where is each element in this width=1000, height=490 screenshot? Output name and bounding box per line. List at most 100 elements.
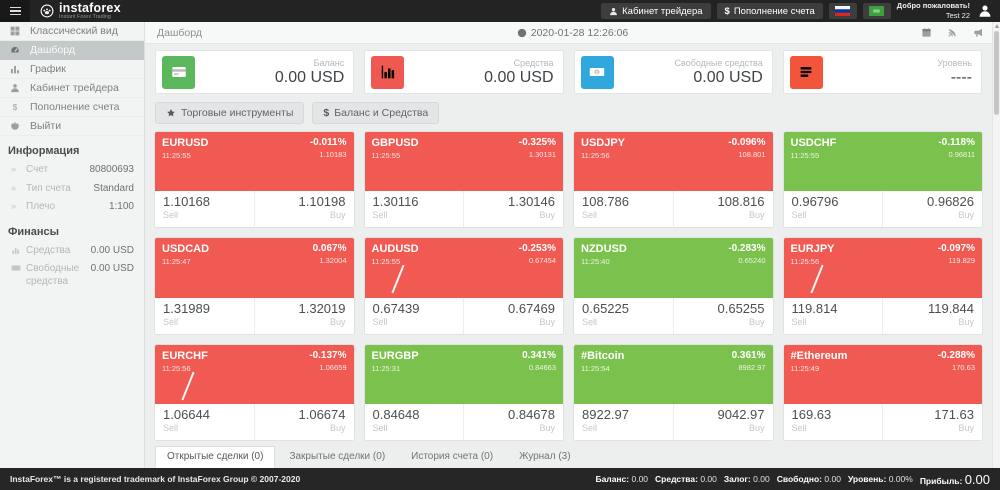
sidebar-item-logout[interactable]: Выйти [0,117,144,136]
star-icon [166,108,176,118]
tile-eurgbp[interactable]: EURGBP 11:25:31 0.341% 0.84663 0.84648 S… [364,344,563,440]
buy-label: Buy [539,316,555,327]
mid-price: 0.84663 [528,362,556,372]
mid-price: 1.32004 [319,256,347,266]
sell-price: 108.786 [582,194,629,210]
buy-label: Buy [329,423,346,433]
buy-label: Buy [748,316,765,327]
sell-label: Sell [582,423,598,433]
scrollbar-thumb[interactable] [994,31,999,115]
tile-quote-panel: #Ethereum 11:25:49 -0.288% 170.63 [783,344,982,404]
sell-price: 0.84648 [372,407,420,422]
buy-cell[interactable]: 0.84678 Buy [464,404,563,440]
tile-gbpusd[interactable]: GBPUSD 11:25:55 -0.325% 1.30131 1.30116 … [364,132,563,228]
info-label: Свободные средства [26,263,80,287]
tile-nzdusd[interactable]: NZDUSD 11:25:40 -0.283% 0.65240 0.65225 … [574,238,773,334]
trading-instruments-button[interactable]: Торговые инструменты [155,102,305,124]
tab-account-history[interactable]: История счета (0) [411,451,494,462]
sell-cell[interactable]: 0.84648 Sell [365,404,465,440]
tab-open-deals[interactable]: Открытые сделки (0) [155,446,276,468]
rss-icon[interactable] [947,27,958,38]
summary-card-level: Уровень ---- [782,50,982,94]
hamburger-menu-icon[interactable] [0,0,30,22]
buy-cell[interactable]: 171.63 Buy [883,404,982,440]
tab-journal[interactable]: Журнал (3) [519,451,571,462]
tile-usdjpy[interactable]: USDJPY 11:25:56 -0.096% 108.801 108.786 … [574,132,773,228]
buy-label: Buy [539,210,555,221]
sell-cell[interactable]: 0.96796 Sell [784,191,884,228]
tile-eurchf[interactable]: EURCHF 11:25:56 -0.137% 1.06659 1.06644 … [155,344,354,440]
sidebar-item-dashboard[interactable]: Дашборд [0,41,144,60]
sell-cell[interactable]: 1.31989 Sell [155,297,255,334]
mid-price: 8982.97 [738,362,766,372]
sell-price: 0.65225 [582,300,629,316]
quote-time: 11:25:56 [162,363,191,373]
list-icon [789,55,823,89]
chart-icon [8,64,21,74]
tile-eurusd[interactable]: EURUSD 11:25:55 -0.011% 1.10183 1.10168 … [155,132,354,228]
sell-label: Sell [372,423,388,433]
tab-closed-deals[interactable]: Закрытые сделки (0) [289,451,386,462]
card-label: Баланс [313,57,345,68]
sell-cell[interactable]: 1.06644 Sell [155,404,255,440]
quote-time: 11:25:31 [371,363,401,373]
sell-cell[interactable]: 108.786 Sell [574,191,674,228]
balance-button-label: Баланс и Средства [334,107,429,119]
change-percent: -0.096% [728,137,766,148]
buy-cell[interactable]: 1.10198 Buy [255,191,354,227]
buy-cell[interactable]: 0.65255 Buy [674,298,773,334]
balance-funds-button[interactable]: $ Баланс и Средства [312,102,440,124]
tile-quote-panel: EURCHF 11:25:56 -0.137% 1.06659 [155,344,354,404]
sell-cell[interactable]: 1.10168 Sell [155,191,255,228]
info-value: 1:100 [108,201,134,212]
sell-cell[interactable]: 169.63 Sell [784,404,884,440]
russian-flag-button[interactable] [828,3,857,19]
buy-cell[interactable]: 0.96826 Buy [883,191,982,227]
buy-cell[interactable]: 1.06674 Buy [255,404,354,440]
buy-cell[interactable]: 0.67469 Buy [464,298,563,334]
welcome-line1: Добро пожаловать! [896,1,970,11]
sell-label: Sell [791,423,807,433]
buy-price: 0.67469 [508,300,555,316]
sidebar-item-chart[interactable]: График [0,60,144,79]
buy-cell[interactable]: 108.816 Buy [674,191,773,227]
scroll-up-arrow-icon[interactable] [994,24,999,28]
cabinet-button[interactable]: Кабинет трейдера [601,3,711,19]
buy-cell[interactable]: 1.32019 Buy [255,298,354,334]
info-row: » Счет 80800693 [0,161,144,180]
buy-cell[interactable]: 119.844 Buy [883,298,982,334]
sell-cell[interactable]: 0.67439 Sell [365,297,465,334]
body-row: Классический вид Дашборд График Кабинет … [0,22,1000,468]
instaforex-logo[interactable]: instaforex Instant Forex Trading [40,1,121,21]
tile-ethereum[interactable]: #Ethereum 11:25:49 -0.288% 170.63 169.63… [783,344,982,440]
change-percent: 0.067% [312,243,347,255]
sell-label: Sell [372,210,388,221]
green-flag-button[interactable] [862,3,891,19]
sell-cell[interactable]: 119.814 Sell [784,297,884,334]
user-icon [8,83,21,93]
vertical-scrollbar[interactable] [992,22,1000,468]
buy-cell[interactable]: 9042.97 Buy [674,404,773,440]
tile-eurjpy[interactable]: EURJPY 11:25:56 -0.097% 119.829 119.814 … [783,238,982,334]
sell-cell[interactable]: 1.30116 Sell [365,191,465,228]
sidebar-item-deposit[interactable]: $ Пополнение счета [0,98,144,117]
instrument-symbol: GBPUSD [371,137,419,149]
tile-audusd[interactable]: AUDUSD 11:25:55 -0.253% 0.67454 0.67439 … [364,238,563,334]
sell-cell[interactable]: 0.65225 Sell [574,297,674,334]
tile-bitcoin[interactable]: #Bitcoin 11:25:54 0.361% 8982.97 8922.97… [574,344,773,440]
profile-icon[interactable] [978,4,992,18]
sell-price: 8922.97 [582,407,629,422]
tile-quote-panel: GBPUSD 11:25:55 -0.325% 1.30131 [364,132,563,192]
sidebar-item-classic-view[interactable]: Классический вид [0,22,144,41]
instrument-symbol: USDCHF [790,137,837,149]
tile-usdcad[interactable]: USDCAD 11:25:47 0.067% 1.32004 1.31989 S… [155,238,354,334]
deposit-button[interactable]: $ Пополнение счета [716,3,823,19]
calendar-icon[interactable] [921,27,932,38]
megaphone-icon[interactable] [973,27,984,38]
sidebar-item-trader-cabinet[interactable]: Кабинет трейдера [0,79,144,98]
sell-cell[interactable]: 8922.97 Sell [574,404,674,440]
info-label: Счет [26,164,49,175]
svg-text:$: $ [596,70,599,76]
buy-cell[interactable]: 1.30146 Buy [464,191,563,227]
tile-usdchf[interactable]: USDCHF 11:25:55 -0.118% 0.96811 0.96796 … [783,132,982,228]
